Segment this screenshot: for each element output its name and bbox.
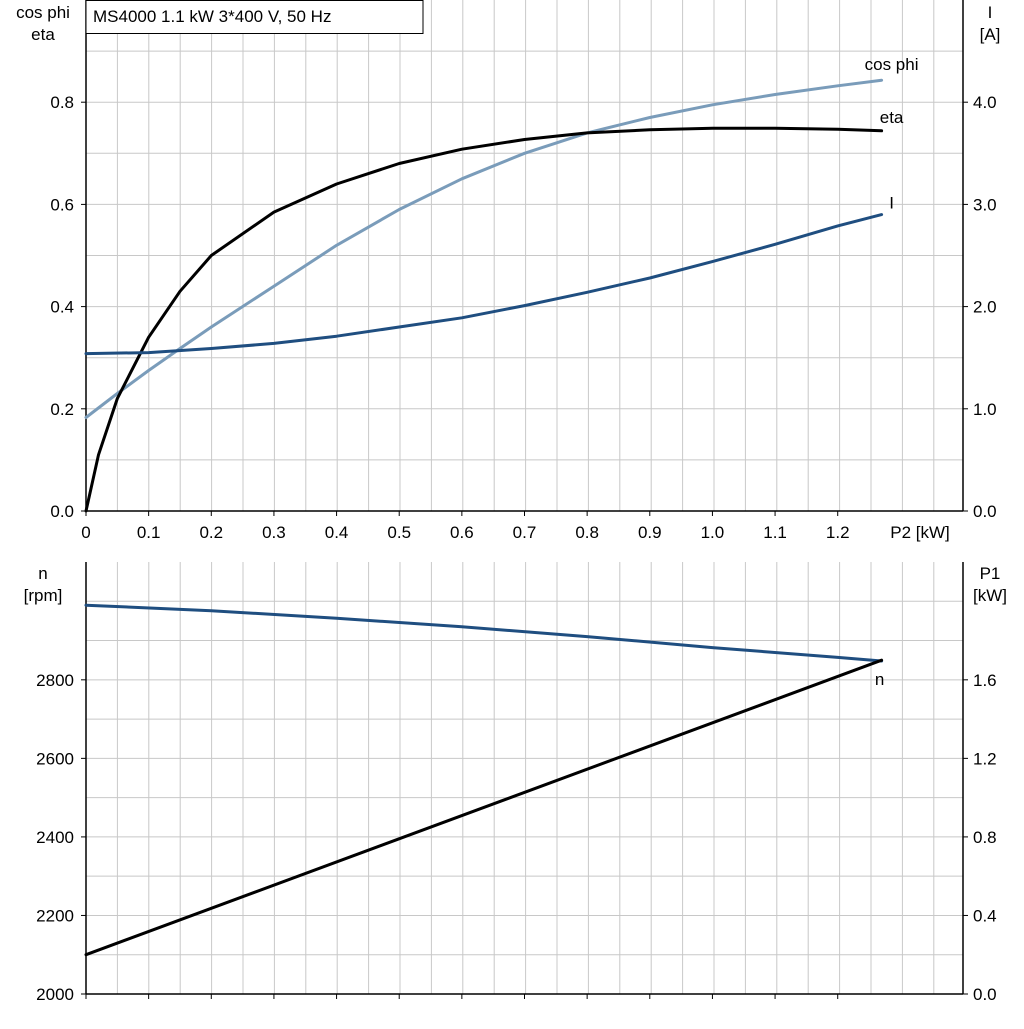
y2-tick-label: 0.0 <box>973 985 997 1004</box>
y2-tick-label: 0.4 <box>973 906 997 925</box>
y2-axis-title: I <box>988 3 993 22</box>
series-label-n: n <box>875 670 884 689</box>
y-tick-label: 0.0 <box>50 502 74 521</box>
y2-tick-label: 2.0 <box>973 298 997 317</box>
x-tick-label: 0.5 <box>387 523 411 542</box>
y-axis-title: [rpm] <box>24 586 63 605</box>
series-line-eta <box>84 126 884 513</box>
y-tick-label: 2000 <box>36 985 74 1004</box>
x-tick-label: 0 <box>81 523 90 542</box>
series-line-cos-phi <box>84 78 884 419</box>
y-axis-title: cos phi <box>16 3 70 22</box>
y2-axis-title: P1 <box>980 564 1001 583</box>
y2-tick-label: 1.0 <box>973 400 997 419</box>
x-tick-label: 0.1 <box>137 523 161 542</box>
y2-axis-title: [A] <box>980 25 1001 44</box>
series-label-eta: eta <box>880 108 904 127</box>
series-line-i <box>84 213 884 356</box>
y-tick-label: 2400 <box>36 828 74 847</box>
y2-tick-label: 1.6 <box>973 671 997 690</box>
series-line-p1 <box>84 658 884 957</box>
title-box <box>85 0 424 34</box>
y-axis-title: eta <box>31 25 55 44</box>
chart-title: MS4000 1.1 kW 3*400 V, 50 Hz <box>93 7 331 26</box>
y-tick-label: 0.4 <box>50 298 74 317</box>
x-tick-label: 1.1 <box>763 523 787 542</box>
y-tick-label: 0.2 <box>50 400 74 419</box>
y-tick-label: 0.8 <box>50 93 74 112</box>
x-tick-label: 0.3 <box>262 523 286 542</box>
x-tick-label: 0.2 <box>199 523 223 542</box>
series-line-n <box>84 603 884 663</box>
y-axis-title: n <box>38 564 47 583</box>
y-tick-label: 2600 <box>36 749 74 768</box>
x-tick-label: 1.2 <box>826 523 850 542</box>
x-tick-label: 0.9 <box>638 523 662 542</box>
y-tick-label: 2800 <box>36 671 74 690</box>
y2-tick-label: 4.0 <box>973 93 997 112</box>
y2-tick-label: 1.2 <box>973 749 997 768</box>
y2-tick-label: 0.0 <box>973 502 997 521</box>
x-tick-label: 1.0 <box>701 523 725 542</box>
y2-axis-title: [kW] <box>973 586 1007 605</box>
y-tick-label: 0.6 <box>50 195 74 214</box>
x-tick-label: 0.7 <box>513 523 537 542</box>
y2-tick-label: 0.8 <box>973 828 997 847</box>
series-label-i: I <box>889 194 894 213</box>
y-tick-label: 2200 <box>36 906 74 925</box>
x-tick-label: 0.8 <box>575 523 599 542</box>
series-label-cos-phi: cos phi <box>865 55 919 74</box>
x-tick-label: 0.6 <box>450 523 474 542</box>
x-tick-label: 0.4 <box>325 523 349 542</box>
x-axis-title: P2 [kW] <box>890 523 950 542</box>
y2-tick-label: 3.0 <box>973 195 997 214</box>
